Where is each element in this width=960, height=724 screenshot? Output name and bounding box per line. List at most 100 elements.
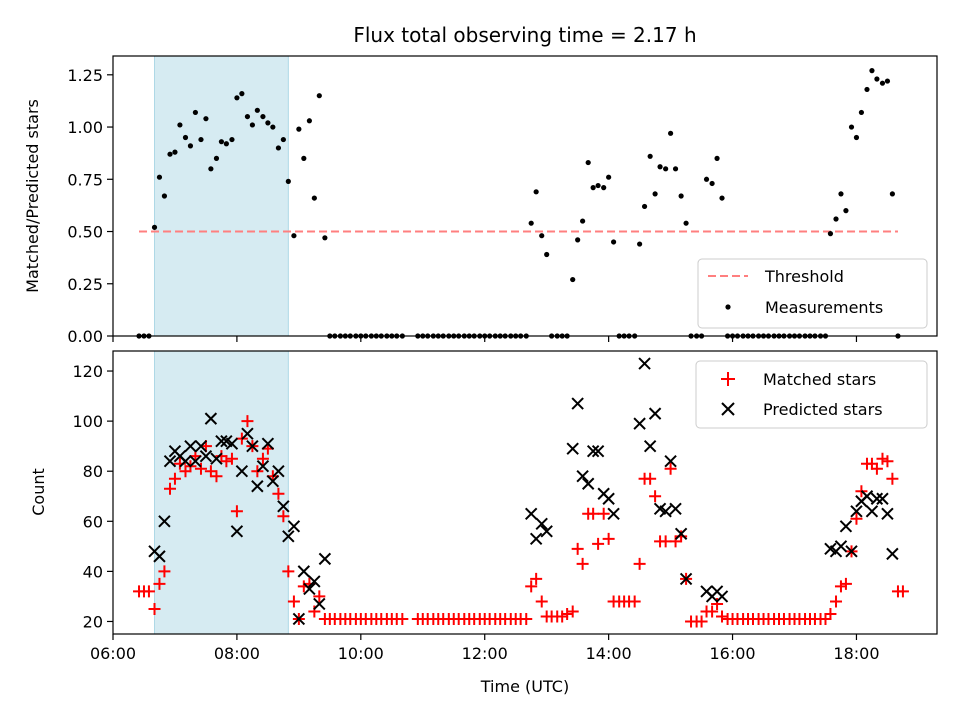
predicted-star-point (251, 480, 264, 493)
predicted-star-point (865, 505, 879, 518)
predicted-star-point (235, 465, 249, 478)
predicted-star-point (571, 397, 584, 410)
matched-star-point (313, 590, 326, 603)
measurement-point (239, 91, 245, 97)
predicted-star-point (308, 575, 321, 588)
matched-star-point (225, 452, 238, 465)
measurement-point (316, 93, 322, 99)
measurement-point (647, 153, 653, 159)
highlight-span-rect (154, 55, 289, 337)
predicted-star-point (225, 437, 239, 450)
matched-star-point (142, 585, 155, 598)
top-y-axis-label: Matched/Predicted stars (23, 99, 42, 293)
matched-star-point (163, 482, 176, 495)
predicted-star-point (669, 502, 682, 515)
measurement-point (223, 141, 229, 147)
predicted-star-point (313, 597, 326, 611)
measurement-point (864, 86, 870, 93)
predicted-star-point (540, 525, 553, 538)
predicted-star-point (674, 527, 688, 541)
measurement-point (663, 166, 669, 172)
predicted-star-point (266, 475, 280, 488)
predicted-star-point (287, 520, 301, 533)
measurement-point (296, 126, 302, 132)
measurement-point (208, 166, 214, 172)
matched-star-point (695, 615, 708, 628)
measurement-point (838, 191, 844, 197)
measurement-point (683, 220, 689, 226)
measurement-point (151, 224, 158, 230)
predicted-star-point (163, 454, 177, 468)
measurement-point (528, 220, 534, 226)
matched-star-point (669, 535, 682, 548)
measurement-point (652, 191, 658, 197)
predicted-star-point (602, 492, 615, 505)
predicted-star-point (210, 452, 223, 465)
predicted-star-point (638, 357, 651, 370)
predicted-star-point (194, 439, 208, 453)
measurement-point (858, 109, 865, 116)
matched-star-point (597, 507, 610, 520)
matched-star-point (148, 602, 161, 615)
x-tick-label: 06:00 (90, 644, 136, 663)
predicted-star-point (241, 427, 254, 440)
matched-star-point (824, 607, 837, 620)
measurement-point (244, 113, 251, 120)
measurement-point (218, 139, 225, 145)
top-y-tick-label: 0.00 (67, 327, 103, 346)
measurement-point (678, 193, 684, 199)
predicted-star-point (633, 417, 646, 430)
matched-star-point (230, 505, 243, 518)
matched-star-point (525, 580, 538, 593)
matched-star-point (282, 565, 295, 578)
predicted-star-point (850, 505, 863, 518)
predicted-star-point (272, 465, 285, 478)
predicted-star-point (230, 525, 244, 538)
top-legend: Threshold Measurements (697, 258, 928, 329)
measurement-point (156, 174, 163, 180)
matched-star-point (716, 610, 729, 623)
predicted-star-point (839, 520, 853, 533)
measurement-point (709, 180, 715, 187)
matched-star-point (194, 462, 207, 475)
bottom-plot-marks (133, 357, 909, 628)
x-tick-label: 14:00 (586, 644, 632, 663)
matched-star-point (571, 542, 584, 555)
predicted-star-point (189, 454, 202, 468)
top-axis-ticks: 0.00 0.25 0.50 0.75 1.00 1.25 (67, 66, 858, 346)
bottom-legend-box (695, 360, 928, 429)
measurement-point (610, 239, 617, 245)
measurement-point (177, 122, 183, 128)
measurement-point (570, 276, 576, 283)
measurement-point (580, 218, 586, 224)
matched-star-point (602, 532, 615, 545)
threshold-legend-label: Threshold (764, 267, 844, 286)
x-tick-label: 18:00 (833, 644, 879, 663)
measurement-point (714, 155, 720, 161)
predicted-star-point (845, 545, 858, 558)
predicted-star-point (591, 444, 605, 458)
predicted-star-point (153, 550, 166, 563)
predicted-star-point (292, 612, 306, 626)
measurement-point (234, 95, 240, 101)
predicted-star-point (870, 492, 884, 505)
measurement-point (833, 216, 839, 222)
predicted-star-point (643, 439, 657, 453)
predicted-star-point (297, 565, 311, 578)
measurement-point (703, 176, 710, 182)
measurement-point (285, 178, 291, 184)
measurement-point (667, 130, 674, 136)
predicted-star-point (586, 444, 600, 458)
matched-legend-label: Matched stars (763, 370, 876, 389)
measurement-point (322, 235, 328, 241)
top-y-tick-label: 1.25 (67, 66, 103, 85)
measurement-point (606, 174, 612, 180)
measurement-point (172, 149, 178, 155)
measurement-point (595, 182, 601, 189)
top-axes-frame (112, 55, 938, 337)
predicted-star-point (158, 515, 171, 528)
matched-star-point (675, 530, 688, 543)
predicted-star-point (204, 412, 218, 425)
matched-star-point (592, 537, 605, 550)
